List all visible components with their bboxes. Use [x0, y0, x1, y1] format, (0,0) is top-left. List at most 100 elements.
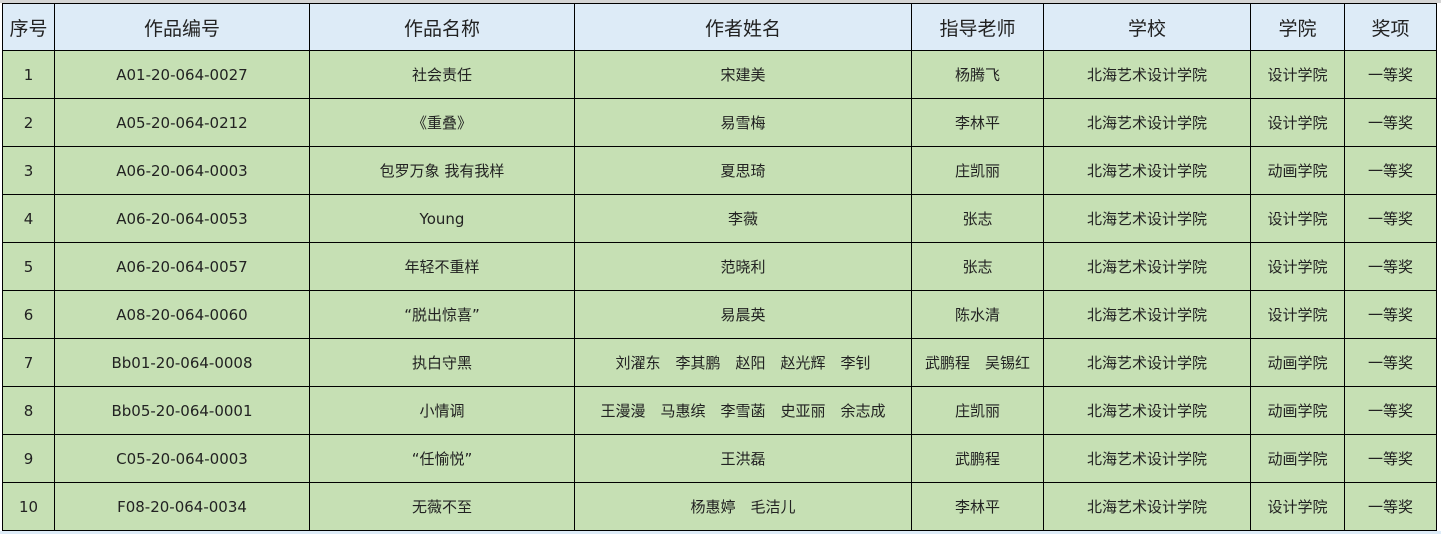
cell-work-id[interactable]: A01-20-064-0027: [54, 50, 310, 99]
cell-authors[interactable]: 李薇: [574, 194, 912, 243]
cell-authors[interactable]: 易雪梅: [574, 98, 912, 147]
cell-authors[interactable]: 刘濯东 李其鹏 赵阳 赵光辉 李钊: [574, 338, 912, 387]
cell-work-title[interactable]: 《重叠》: [309, 98, 575, 147]
cell-work-id[interactable]: A05-20-064-0212: [54, 98, 310, 147]
cell-advisor[interactable]: 武鹏程: [911, 434, 1044, 483]
cell-index[interactable]: 6: [2, 290, 55, 339]
cell-college[interactable]: 动画学院: [1250, 386, 1345, 435]
cell-school[interactable]: 北海艺术设计学院: [1043, 482, 1251, 531]
cell-award[interactable]: 一等奖: [1344, 338, 1437, 387]
cell-authors[interactable]: 王漫漫 马惠缤 李雪菡 史亚丽 余志成: [574, 386, 912, 435]
cell-authors[interactable]: 易晨英: [574, 290, 912, 339]
cell-work-id[interactable]: C05-20-064-0003: [54, 434, 310, 483]
cell-school[interactable]: 北海艺术设计学院: [1043, 194, 1251, 243]
cell-award[interactable]: 一等奖: [1344, 482, 1437, 531]
table-row: 10 F08-20-064-0034 无薇不至 杨惠婷 毛洁儿 李林平 北海艺术设计学院设…: [2, 482, 1437, 531]
cell-school[interactable]: 北海艺术设计学院: [1043, 98, 1251, 147]
cell-advisor[interactable]: 李林平: [911, 98, 1044, 147]
header-advisor[interactable]: 指导老师: [911, 3, 1044, 51]
cell-advisor[interactable]: 李林平: [911, 482, 1044, 531]
cell-index[interactable]: 1: [2, 50, 55, 99]
cell-authors[interactable]: 范晓利: [574, 242, 912, 291]
cell-college[interactable]: 动画学院: [1250, 338, 1345, 387]
cell-work-title[interactable]: 年轻不重样: [309, 242, 575, 291]
cell-award[interactable]: 一等奖: [1344, 434, 1437, 483]
cell-college[interactable]: 设计学院: [1250, 50, 1345, 99]
table-row: 1 A01-20-064-0027 社会责任 宋建美 杨腾飞 北海艺术设计学院 设计学院 一等…: [2, 50, 1437, 99]
cell-advisor[interactable]: 庄凯丽: [911, 146, 1044, 195]
table-row: 4 A06-20-064-0053 Young 李薇 张志 北海艺术设计学院 设计学院 一等奖: [2, 194, 1437, 243]
cell-index[interactable]: 2: [2, 98, 55, 147]
cell-work-title[interactable]: Young: [309, 194, 575, 243]
header-award[interactable]: 奖项: [1344, 3, 1437, 51]
cell-index[interactable]: 9: [2, 434, 55, 483]
cell-work-title[interactable]: “脱出惊喜”: [309, 290, 575, 339]
table-row: 9 C05-20-064-0003 “任愉悦” 王洪磊 武鹏程 北海艺术设计学院 动画学院一…: [2, 434, 1437, 483]
cell-work-id[interactable]: A06-20-064-0057: [54, 242, 310, 291]
cell-work-id[interactable]: A06-20-064-0053: [54, 194, 310, 243]
header-authors[interactable]: 作者姓名: [574, 3, 912, 51]
cell-award[interactable]: 一等奖: [1344, 242, 1437, 291]
header-row: 序号 作品编号 作品名称 作者姓名 指导老师 学校 学院 奖项: [2, 3, 1437, 51]
cell-school[interactable]: 北海艺术设计学院: [1043, 290, 1251, 339]
cell-work-title[interactable]: 包罗万象 我有我样: [309, 146, 575, 195]
cell-work-title[interactable]: “任愉悦”: [309, 434, 575, 483]
cell-authors[interactable]: 王洪磊: [574, 434, 912, 483]
header-school[interactable]: 学校: [1043, 3, 1251, 51]
cell-authors[interactable]: 宋建美: [574, 50, 912, 99]
cell-school[interactable]: 北海艺术设计学院: [1043, 242, 1251, 291]
cell-school[interactable]: 北海艺术设计学院: [1043, 434, 1251, 483]
cell-work-title[interactable]: 社会责任: [309, 50, 575, 99]
cell-college[interactable]: 设计学院: [1250, 98, 1345, 147]
cell-award[interactable]: 一等奖: [1344, 194, 1437, 243]
cell-index[interactable]: 10: [2, 482, 55, 531]
award-table: 序号 作品编号 作品名称 作者姓名 指导老师 学校 学院 奖项 1 A01-20-064-002…: [2, 3, 1437, 531]
cell-college[interactable]: 设计学院: [1250, 194, 1345, 243]
cell-college[interactable]: 设计学院: [1250, 242, 1345, 291]
table-row: 3 A06-20-064-0003 包罗万象 我有我样 夏思琦 庄凯丽 北海艺术设计学院动…: [2, 146, 1437, 195]
cell-work-id[interactable]: A08-20-064-0060: [54, 290, 310, 339]
header-work-title[interactable]: 作品名称: [309, 3, 575, 51]
cell-college[interactable]: 设计学院: [1250, 290, 1345, 339]
cell-school[interactable]: 北海艺术设计学院: [1043, 146, 1251, 195]
header-college[interactable]: 学院: [1250, 3, 1345, 51]
cell-advisor[interactable]: 庄凯丽: [911, 386, 1044, 435]
cell-award[interactable]: 一等奖: [1344, 386, 1437, 435]
cell-advisor[interactable]: 张志: [911, 194, 1044, 243]
cell-college[interactable]: 动画学院: [1250, 146, 1345, 195]
cell-index[interactable]: 3: [2, 146, 55, 195]
cell-work-title[interactable]: 小情调: [309, 386, 575, 435]
cell-work-id[interactable]: Bb05-20-064-0001: [54, 386, 310, 435]
cell-school[interactable]: 北海艺术设计学院: [1043, 386, 1251, 435]
cell-authors[interactable]: 杨惠婷 毛洁儿: [574, 482, 912, 531]
cell-college[interactable]: 设计学院: [1250, 482, 1345, 531]
cell-advisor[interactable]: 张志: [911, 242, 1044, 291]
next-row-edge: [0, 531, 1441, 534]
header-index[interactable]: 序号: [2, 3, 55, 51]
cell-school[interactable]: 北海艺术设计学院: [1043, 50, 1251, 99]
cell-work-title[interactable]: 执白守黑: [309, 338, 575, 387]
table-row: 2 A05-20-064-0212 《重叠》 易雪梅 李林平 北海艺术设计学院 设计学院 一等…: [2, 98, 1437, 147]
cell-work-title[interactable]: 无薇不至: [309, 482, 575, 531]
header-work-id[interactable]: 作品编号: [54, 3, 310, 51]
cell-award[interactable]: 一等奖: [1344, 98, 1437, 147]
table-row: 6 A08-20-064-0060 “脱出惊喜” 易晨英 陈水清 北海艺术设计学院 设计学院…: [2, 290, 1437, 339]
cell-advisor[interactable]: 武鹏程 吴锡红: [911, 338, 1044, 387]
table-row: 7 Bb01-20-064-0008 执白守黑 刘濯东 李其鹏 赵阳 赵光辉 李钊 武鹏…: [2, 338, 1437, 387]
cell-advisor[interactable]: 杨腾飞: [911, 50, 1044, 99]
cell-college[interactable]: 动画学院: [1250, 434, 1345, 483]
cell-work-id[interactable]: F08-20-064-0034: [54, 482, 310, 531]
table-row: 8 Bb05-20-064-0001 小情调 王漫漫 马惠缤 李雪菡 史亚丽 余志成庄…: [2, 386, 1437, 435]
cell-index[interactable]: 8: [2, 386, 55, 435]
cell-advisor[interactable]: 陈水清: [911, 290, 1044, 339]
cell-school[interactable]: 北海艺术设计学院: [1043, 338, 1251, 387]
cell-award[interactable]: 一等奖: [1344, 50, 1437, 99]
cell-index[interactable]: 4: [2, 194, 55, 243]
cell-award[interactable]: 一等奖: [1344, 290, 1437, 339]
cell-work-id[interactable]: A06-20-064-0003: [54, 146, 310, 195]
cell-index[interactable]: 7: [2, 338, 55, 387]
cell-index[interactable]: 5: [2, 242, 55, 291]
cell-authors[interactable]: 夏思琦: [574, 146, 912, 195]
cell-award[interactable]: 一等奖: [1344, 146, 1437, 195]
cell-work-id[interactable]: Bb01-20-064-0008: [54, 338, 310, 387]
